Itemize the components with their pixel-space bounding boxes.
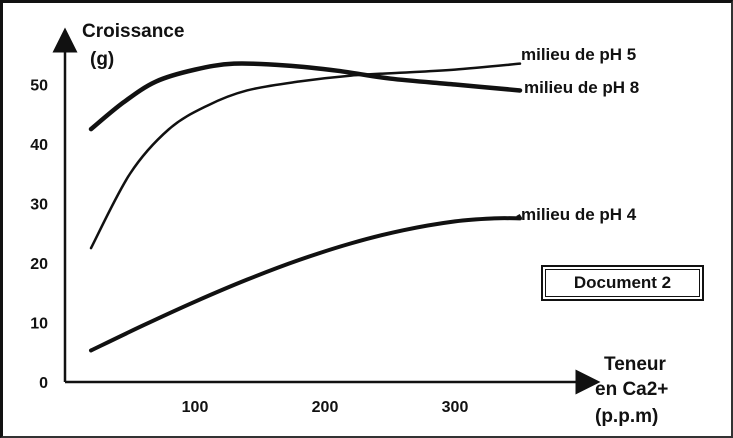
x-tick-label-200: 200 [312, 399, 339, 416]
x-axis-label-line1: Teneur [604, 354, 667, 375]
y-tick-label-20: 20 [30, 256, 48, 273]
document-label: Document 2 [541, 265, 704, 301]
y-tick-label-0: 0 [39, 375, 48, 392]
x-axis-label-line3: (p.p.m) [595, 406, 658, 427]
series-line-3 [89, 216, 522, 353]
y-axis-label-line2: (g) [90, 49, 114, 70]
axis-ticks: 100 200 300 0 10 20 30 40 50 [30, 78, 468, 417]
series-lines [88, 61, 523, 353]
series-line-1 [89, 62, 522, 250]
y-tick-label-40: 40 [30, 137, 48, 154]
x-tick-label-300: 300 [442, 399, 469, 416]
series-leader-3 [516, 213, 522, 220]
series-labels: milieu de pH 5 milieu de pH 8 milieu de pH… [521, 45, 639, 224]
series-label-1: milieu de pH 5 [521, 45, 636, 64]
y-tick-label-30: 30 [30, 197, 48, 214]
y-tick-label-50: 50 [30, 78, 48, 95]
x-tick-label-100: 100 [182, 399, 209, 416]
y-axis-label-line1: Croissance [82, 21, 184, 42]
series-label-3: milieu de pH 4 [521, 205, 637, 224]
series-label-2: milieu de pH 8 [524, 78, 639, 97]
x-axis-label-line2: en Ca2+ [595, 379, 668, 400]
y-tick-label-10: 10 [30, 316, 48, 333]
series-line-2 [88, 61, 523, 132]
